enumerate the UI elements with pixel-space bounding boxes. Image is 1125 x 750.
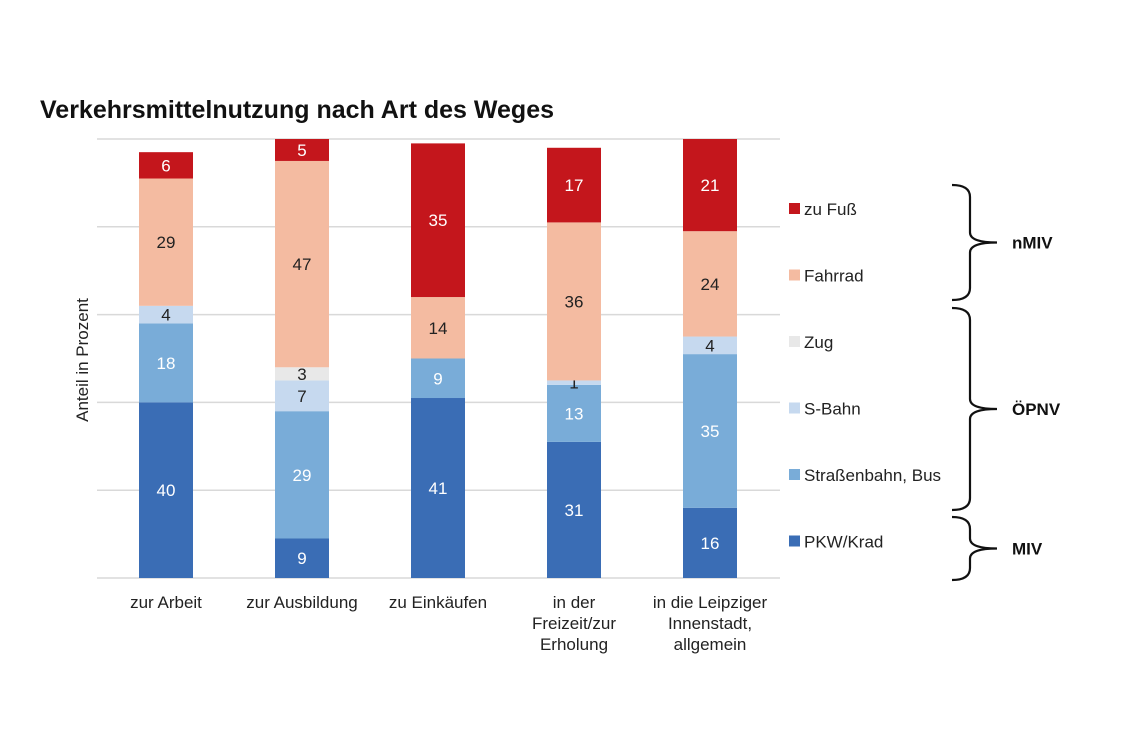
bar-segment-pkw-krad — [139, 402, 193, 578]
bar-segment-s-bahn — [547, 380, 601, 385]
data-label: 14 — [429, 319, 448, 338]
legend: zu Fuß Fahrrad Zug S-Bahn Straßenbahn, Bus PK… — [789, 200, 941, 552]
bar-segment-pkw-krad — [683, 507, 737, 578]
data-label: 31 — [565, 501, 584, 520]
legend-swatch-fahrrad — [789, 269, 800, 281]
group-label-oepnv: ÖPNV — [1012, 400, 1061, 419]
data-label: 4 — [705, 336, 714, 355]
category-label: zur Arbeit — [130, 593, 202, 612]
group-label-nmiv: nMIV — [1012, 234, 1053, 253]
legend-label-s-bahn: S-Bahn — [804, 400, 861, 419]
data-label: 21 — [701, 176, 720, 195]
legend-swatch-strassenbahn-bus — [789, 469, 800, 480]
bar-segment-strassenbahn-bus — [275, 411, 329, 539]
group-label-miv: MIV — [1012, 540, 1043, 559]
bar-segment-s-bahn — [139, 305, 193, 324]
data-label: 6 — [161, 156, 170, 175]
group-brace-miv — [951, 515, 998, 582]
legend-label-zug: Zug — [804, 333, 833, 352]
category-label: in der — [553, 593, 596, 612]
bar-segment-strassenbahn-bus — [547, 384, 601, 442]
group-brace-nmiv — [951, 183, 998, 302]
bar-segment-fahrrad — [411, 297, 465, 359]
bar-segment-zug — [275, 367, 329, 381]
bar-segment-fahrrad — [683, 231, 737, 337]
data-label: 13 — [565, 404, 584, 423]
bar-segment-s-bahn — [275, 380, 329, 412]
data-label: 17 — [565, 176, 584, 195]
data-label: 29 — [157, 233, 176, 252]
bar-segment-strassenbahn-bus — [683, 354, 737, 508]
data-label: 35 — [701, 422, 720, 441]
bar-segment-zu-fuss — [683, 139, 737, 232]
bar-segment-strassenbahn-bus — [139, 323, 193, 403]
category-labels: zur Arbeit zur Ausbildung zu Einkäufen in d… — [130, 593, 767, 654]
chart-title: Verkehrsmittelnutzung nach Art des Weges — [40, 96, 554, 124]
data-label: 47 — [293, 255, 312, 274]
data-label: 9 — [433, 369, 442, 388]
legend-swatch-s-bahn — [789, 402, 800, 414]
category-label: zur Ausbildung — [246, 593, 358, 612]
bar-segment-pkw-krad — [411, 398, 465, 578]
bar-segment-zu-fuss — [411, 143, 465, 298]
category-label: in die Leipziger — [653, 593, 768, 612]
legend-label-pkw-krad: PKW/Krad — [804, 533, 883, 552]
bar-segment-zu-fuss — [547, 147, 601, 223]
bar-segment-fahrrad — [275, 160, 329, 368]
bars: 40 18 4 29 6 9 29 7 3 47 5 41 9 14 35 31 13 1 36 17 16 35 4 24 2… — [139, 139, 737, 578]
data-label: 9 — [297, 549, 306, 568]
data-label: 18 — [157, 354, 176, 373]
data-label: 41 — [429, 479, 448, 498]
data-label: 29 — [293, 466, 312, 485]
bar-segment-zu-fuss — [275, 139, 329, 161]
legend-swatch-zug — [789, 336, 800, 347]
bar-segment-pkw-krad — [547, 441, 601, 578]
bar-segment-strassenbahn-bus — [411, 358, 465, 399]
category-label: Innenstadt, — [668, 614, 752, 633]
category-label: allgemein — [674, 635, 747, 654]
legend-swatch-zu-fuss — [789, 203, 800, 214]
legend-label-zu-fuss: zu Fuß — [804, 200, 857, 219]
legend-label-fahrrad: Fahrrad — [804, 267, 864, 286]
legend-label-strassenbahn-bus: Straßenbahn, Bus — [804, 466, 941, 485]
data-label: 24 — [701, 275, 720, 294]
data-label: 1 — [569, 374, 578, 393]
legend-groups: nMIV ÖPNV MIV — [951, 183, 1061, 582]
data-label: 16 — [701, 534, 720, 553]
bar-segment-pkw-krad — [275, 538, 329, 578]
data-label: 35 — [429, 211, 448, 230]
bar-segment-s-bahn — [683, 336, 737, 355]
data-label: 40 — [157, 481, 176, 500]
bar-segment-zu-fuss — [139, 152, 193, 179]
group-brace-oepnv — [951, 306, 998, 512]
data-label: 5 — [297, 141, 306, 160]
bar-segment-fahrrad — [139, 178, 193, 306]
data-label: 4 — [161, 306, 170, 325]
data-label: 3 — [297, 365, 306, 384]
category-label: Freizeit/zur — [532, 614, 616, 633]
legend-swatch-pkw-krad — [789, 535, 800, 547]
bar-segment-fahrrad — [547, 222, 601, 381]
data-label: 36 — [565, 292, 584, 311]
y-axis-label: Anteil in Prozent — [73, 298, 92, 422]
data-label: 7 — [297, 387, 306, 406]
category-label: zu Einkäufen — [389, 593, 487, 612]
category-label: Erholung — [540, 635, 608, 654]
